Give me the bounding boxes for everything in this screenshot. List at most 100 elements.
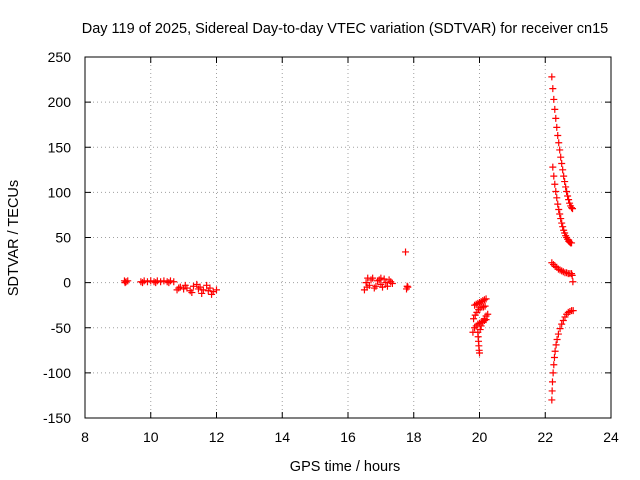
data-point: [143, 278, 151, 286]
data-point: [548, 378, 556, 386]
data-point: [122, 278, 130, 286]
data-point: [564, 308, 572, 316]
data-point: [387, 278, 395, 286]
data-point: [476, 349, 483, 357]
data-point: [213, 286, 220, 294]
series-cluster-17.8h: [402, 248, 412, 293]
grid-lines: [85, 57, 611, 418]
data-point: [551, 347, 559, 355]
data-point: [561, 178, 569, 186]
data-point: [385, 276, 393, 284]
data-point: [479, 303, 487, 311]
data-point: [163, 278, 171, 286]
data-point: [550, 95, 558, 103]
data-point: [550, 354, 558, 362]
data-point: [559, 268, 567, 276]
series-arc-22h-top: [548, 73, 577, 213]
data-point: [379, 283, 387, 291]
data-point: [568, 204, 576, 212]
data-point: [548, 259, 556, 267]
data-point: [559, 166, 567, 174]
data-point: [551, 105, 559, 113]
data-point: [198, 289, 206, 297]
data-point: [559, 317, 567, 325]
data-point: [550, 172, 558, 180]
data-point: [556, 325, 564, 333]
data-point: [147, 277, 155, 285]
data-point: [140, 277, 148, 285]
data-point: [555, 206, 563, 214]
data-point: [558, 267, 566, 275]
x-tick-label: 20: [472, 429, 488, 445]
data-point: [548, 396, 556, 404]
data-point: [549, 163, 557, 171]
x-tick-label: 14: [274, 429, 290, 445]
data-point: [548, 387, 556, 395]
data-point: [556, 210, 564, 218]
data-point: [568, 270, 576, 278]
data-point: [194, 285, 202, 293]
x-tick-label: 16: [340, 429, 356, 445]
data-point: [150, 278, 158, 286]
data-point: [199, 286, 207, 294]
series-cluster-10h: [137, 277, 178, 287]
data-point: [554, 132, 562, 140]
data-point: [569, 307, 577, 315]
y-tick-label: 250: [48, 49, 72, 65]
data-point: [552, 341, 560, 349]
data-point: [166, 277, 174, 285]
data-point: [550, 361, 558, 369]
data-point: [562, 183, 570, 191]
data-point: [548, 73, 556, 81]
data-point: [139, 279, 147, 287]
data-point: [404, 283, 412, 291]
data-point: [568, 239, 576, 247]
data-point: [549, 85, 557, 93]
data-point: [380, 275, 388, 283]
y-tick-label: 50: [55, 230, 71, 246]
data-point: [549, 369, 557, 377]
data-point: [560, 172, 568, 180]
y-tick-label: -50: [51, 320, 71, 336]
data-point: [470, 315, 478, 323]
y-axis-label: SDTVAR / TECUs: [6, 180, 22, 296]
data-point: [402, 248, 410, 256]
y-tick-label: 100: [48, 184, 72, 200]
data-point: [554, 200, 562, 208]
data-point: [181, 281, 189, 289]
data-point: [481, 302, 489, 310]
data-point: [565, 196, 573, 204]
data-point: [556, 146, 564, 154]
data-point: [482, 295, 490, 303]
data-point: [552, 187, 560, 195]
data-point: [553, 123, 561, 131]
data-point: [551, 180, 559, 188]
data-point: [566, 308, 574, 316]
data-point: [480, 296, 488, 304]
data-point: [568, 271, 576, 279]
data-point: [553, 194, 561, 202]
data-point: [563, 269, 571, 277]
data-point: [558, 320, 566, 328]
x-tick-label: 8: [81, 429, 89, 445]
data-point: [555, 139, 563, 147]
data-point: [208, 290, 216, 298]
data-point: [479, 318, 487, 326]
series-cluster-9h: [120, 277, 132, 287]
data-point: [369, 274, 377, 282]
y-tick-label: 200: [48, 94, 72, 110]
series-arc-22h-near-zero: [548, 259, 577, 286]
data-point: [153, 277, 161, 285]
data-point: [552, 114, 560, 122]
data-points: [120, 73, 577, 404]
series-arc-20h-mid: [470, 302, 489, 323]
series-cluster-17h: [360, 274, 396, 294]
data-point: [377, 274, 385, 282]
data-point: [558, 159, 566, 167]
series-cluster-11h: [173, 280, 220, 298]
data-point: [175, 284, 183, 292]
data-point: [165, 279, 173, 287]
chart-title: Day 119 of 2025, Sidereal Day-to-day VTE…: [82, 21, 609, 37]
data-point: [121, 279, 129, 287]
